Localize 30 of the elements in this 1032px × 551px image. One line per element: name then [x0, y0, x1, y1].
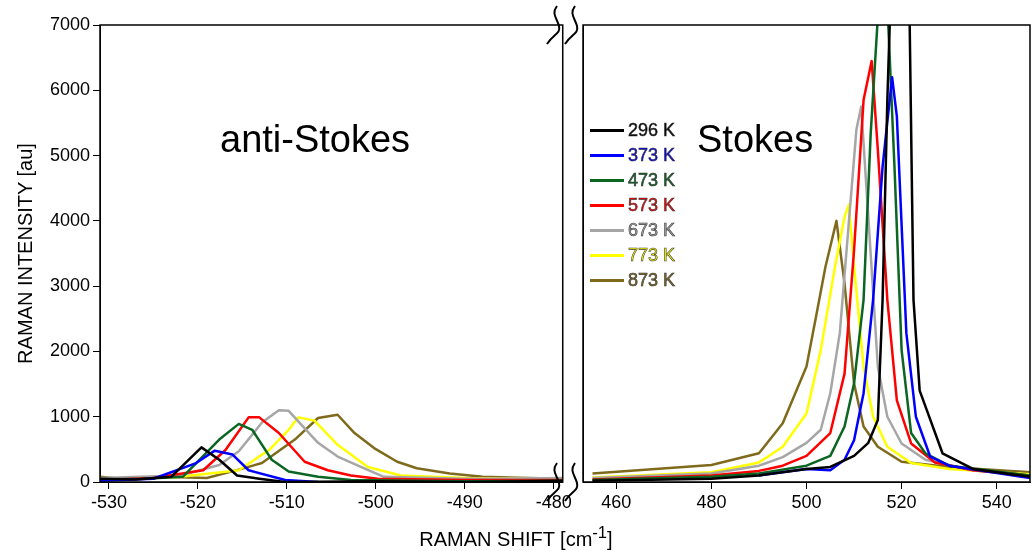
y-tick-label: 0	[79, 470, 90, 491]
x-tick-label: -490	[446, 491, 483, 512]
y-tick-label: 1000	[49, 405, 90, 426]
annotation: Stokes	[697, 118, 814, 161]
x-tick-label: 500	[791, 491, 822, 512]
x-tick-label: -500	[357, 491, 394, 512]
x-tick-label: -530	[90, 491, 127, 512]
legend-label: 673 K	[628, 220, 676, 241]
y-axis-title: RAMAN INTENSITY [au]	[13, 143, 36, 364]
legend-label: 573 K	[628, 195, 676, 216]
x-tick-label: -510	[268, 491, 305, 512]
x-tick-label: -480	[535, 491, 572, 512]
y-tick-label: 6000	[49, 79, 90, 100]
y-tick-label: 7000	[49, 13, 90, 34]
y-tick-label: 2000	[49, 340, 90, 361]
legend-label: 373 K	[628, 145, 676, 166]
legend-label: 873 K	[628, 270, 676, 291]
x-tick-label: -520	[179, 491, 216, 512]
legend-label: 773 K	[628, 245, 676, 266]
x-tick-label: 540	[981, 491, 1012, 512]
x-axis-title: RAMAN SHIFT [cm$^{-1}$]	[418, 522, 614, 551]
legend-label: 296 K	[628, 120, 676, 141]
annotation: anti-Stokes	[220, 118, 411, 161]
x-tick-label: 480	[696, 491, 727, 512]
y-tick-label: 4000	[49, 209, 90, 230]
x-tick-label: 520	[886, 491, 917, 512]
legend-label: 473 K	[628, 170, 676, 191]
y-tick-label: 3000	[49, 275, 90, 296]
y-tick-label: 5000	[49, 144, 90, 165]
x-tick-label: 460	[601, 491, 632, 512]
